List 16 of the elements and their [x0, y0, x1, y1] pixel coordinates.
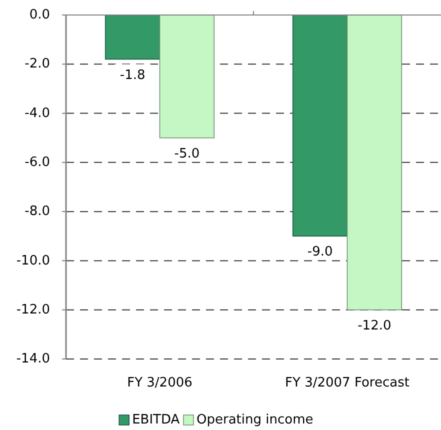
y-tick-label: -14.0 — [16, 352, 50, 367]
y-tick-label: -8.0 — [24, 204, 50, 220]
legend-label: Operating income — [196, 412, 314, 428]
y-tick-label: -12.0 — [16, 302, 50, 318]
y-tick-label: -6.0 — [24, 154, 50, 170]
data-label: -9.0 — [307, 244, 333, 260]
x-tick-label: FY 3/2007 Forecast — [285, 376, 410, 391]
y-tick-label: -10.0 — [16, 253, 50, 268]
data-label: -12.0 — [358, 318, 392, 334]
legend-label: EBITDA — [132, 412, 180, 428]
x-tick-label: FY 3/2006 — [127, 376, 192, 391]
y-tick-label: 0.0 — [29, 8, 50, 23]
data-label: -5.0 — [174, 146, 200, 162]
y-tick-label: -4.0 — [24, 106, 50, 121]
data-label: -1.8 — [120, 68, 146, 83]
y-tick-label: -2.0 — [24, 56, 50, 72]
